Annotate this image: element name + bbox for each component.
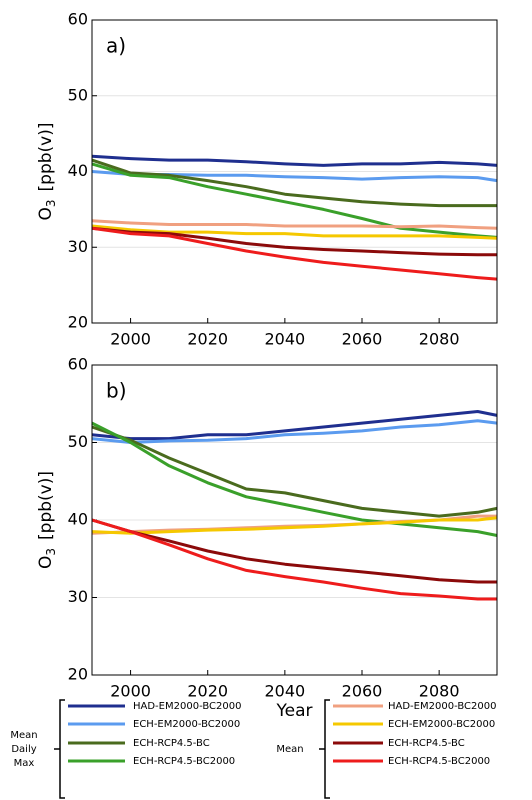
y-label-subscript: 3	[44, 199, 58, 207]
series-line	[91, 158, 497, 208]
y-tick-label: 40	[68, 161, 88, 180]
x-tick-label: 2080	[419, 330, 460, 349]
legend-group-label: Mean	[276, 744, 303, 755]
x-tick-label: 2060	[342, 682, 383, 701]
x-tick-label: 2040	[264, 682, 305, 701]
x-tick-label: 2020	[187, 682, 228, 701]
x-tick-label: 2060	[342, 330, 383, 349]
legend-brace	[319, 699, 330, 799]
y-tick-label: 20	[68, 313, 88, 332]
panel-label: a)	[106, 34, 126, 58]
y-tick-label: 20	[68, 665, 88, 684]
y-tick-label: 60	[68, 10, 88, 29]
x-tick-label: 2040	[264, 330, 305, 349]
y-label-subscript: 3	[44, 548, 58, 556]
legend-label: ECH-RCP4.5-BC2000	[388, 756, 490, 767]
legend-label: ECH-RCP4.5-BC2000	[133, 756, 235, 767]
x-axis-label: Year	[276, 701, 313, 721]
series-line	[91, 226, 497, 257]
series-line	[91, 425, 498, 518]
legend-label: ECH-EM2000-BC2000	[133, 719, 240, 730]
y-label-text: O	[36, 207, 56, 220]
panel-label: b)	[106, 379, 127, 403]
y-label-unit: [ppb(v)]	[36, 471, 56, 540]
legend-group-label: Daily	[11, 744, 36, 755]
legend-group-label: Max	[14, 758, 35, 769]
series-line	[91, 154, 498, 167]
x-tick-label: 2080	[419, 682, 460, 701]
series-line	[91, 514, 497, 535]
y-label-unit: [ppb(v)]	[36, 123, 56, 192]
legend-label: HAD-EM2000-BC2000	[388, 701, 496, 712]
y-label-text: O	[36, 556, 56, 569]
legend-label: HAD-EM2000-BC2000	[133, 701, 241, 712]
legend-group-label: Mean	[10, 730, 37, 741]
y-tick-label: 30	[68, 587, 88, 606]
legend-brace	[54, 699, 65, 799]
series-line	[91, 419, 498, 444]
y-axis-label: O3 [ppb(v)]	[36, 471, 58, 569]
x-tick-label: 2000	[110, 330, 151, 349]
series-line	[91, 162, 498, 239]
plot-frame	[91, 19, 498, 324]
legend-label: ECH-RCP4.5-BC	[133, 738, 210, 749]
y-tick-label: 60	[68, 355, 88, 374]
series-line	[91, 516, 498, 535]
legend-label: ECH-RCP4.5-BC	[388, 738, 465, 749]
series-line	[91, 410, 498, 441]
y-tick-label: 50	[68, 85, 88, 104]
y-tick-label: 30	[68, 237, 88, 256]
series-line	[91, 421, 498, 537]
x-tick-label: 2020	[187, 330, 228, 349]
x-tick-label: 2000	[110, 682, 151, 701]
series-line	[91, 518, 497, 601]
y-tick-label: 40	[68, 510, 88, 529]
plot-frame	[91, 364, 498, 676]
series-line	[91, 224, 498, 240]
series-line	[91, 219, 498, 230]
y-tick-label: 50	[68, 432, 88, 451]
y-axis-label: O3 [ppb(v)]	[36, 123, 58, 221]
series-line	[91, 226, 498, 281]
series-line	[91, 518, 497, 584]
legend-label: ECH-EM2000-BC2000	[388, 719, 495, 730]
